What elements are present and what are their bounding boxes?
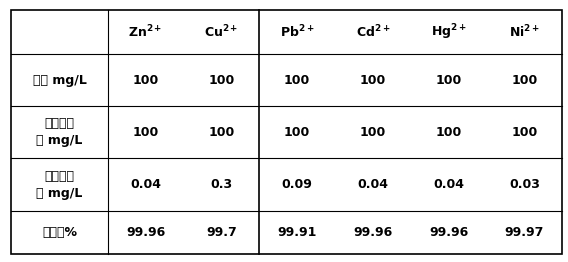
Text: 100: 100 xyxy=(436,126,462,139)
Text: 99.7: 99.7 xyxy=(206,226,237,239)
Text: 100: 100 xyxy=(284,74,310,87)
Text: 100: 100 xyxy=(132,126,158,139)
Text: 100: 100 xyxy=(360,126,386,139)
Text: 100: 100 xyxy=(208,126,235,139)
Text: 0.03: 0.03 xyxy=(509,178,540,191)
Text: 0.04: 0.04 xyxy=(433,178,464,191)
Text: 100: 100 xyxy=(360,74,386,87)
Text: $\mathbf{Cu^{2+}}$: $\mathbf{Cu^{2+}}$ xyxy=(204,24,239,41)
Text: $\mathbf{Pb^{2+}}$: $\mathbf{Pb^{2+}}$ xyxy=(280,24,314,41)
Text: 99.97: 99.97 xyxy=(505,226,544,239)
Text: 处理前浓
度 mg/L: 处理前浓 度 mg/L xyxy=(36,117,83,147)
Text: $\mathbf{Ni^{2+}}$: $\mathbf{Ni^{2+}}$ xyxy=(509,24,540,41)
Text: $\mathbf{Zn^{2+}}$: $\mathbf{Zn^{2+}}$ xyxy=(128,24,162,41)
Text: 100: 100 xyxy=(284,126,310,139)
Text: 用量 mg/L: 用量 mg/L xyxy=(32,74,86,87)
Text: $\mathbf{Hg^{2+}}$: $\mathbf{Hg^{2+}}$ xyxy=(431,23,466,42)
Text: 100: 100 xyxy=(511,74,537,87)
Text: 去除率%: 去除率% xyxy=(42,226,77,239)
Text: 100: 100 xyxy=(208,74,235,87)
Text: 99.96: 99.96 xyxy=(353,226,392,239)
Text: 99.96: 99.96 xyxy=(429,226,468,239)
Text: 0.09: 0.09 xyxy=(282,178,312,191)
Text: 处理后浓
度 mg/L: 处理后浓 度 mg/L xyxy=(36,170,83,200)
Text: 0.04: 0.04 xyxy=(130,178,161,191)
Text: 0.3: 0.3 xyxy=(210,178,232,191)
Text: 99.91: 99.91 xyxy=(277,226,317,239)
Text: 99.96: 99.96 xyxy=(126,226,165,239)
Text: 0.04: 0.04 xyxy=(357,178,389,191)
Text: 100: 100 xyxy=(436,74,462,87)
Text: 100: 100 xyxy=(132,74,158,87)
Text: $\mathbf{Cd^{2+}}$: $\mathbf{Cd^{2+}}$ xyxy=(356,24,390,41)
Text: 100: 100 xyxy=(511,126,537,139)
